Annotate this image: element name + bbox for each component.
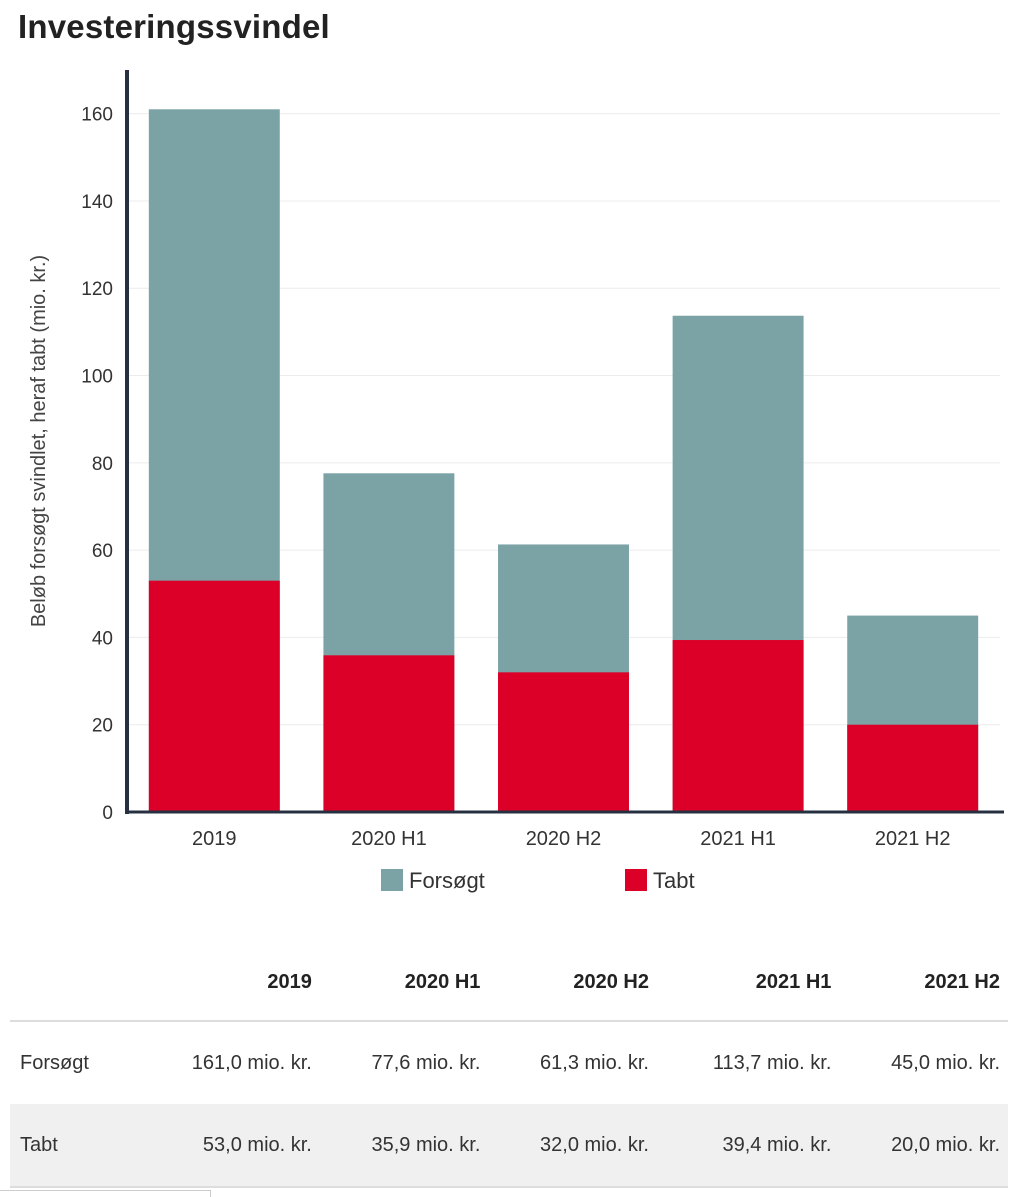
table-header-2021-h2: 2021 H2 <box>839 945 1008 1022</box>
table-cell: 161,0 mio. kr. <box>191 1051 312 1074</box>
table-cell: 53,0 mio. kr. <box>135 1104 320 1188</box>
table-row-label: Forsøgt <box>20 1051 89 1074</box>
y-tick-label: 140 <box>81 192 113 213</box>
y-axis-label: Beløb forsøgt svindlet, heraf tabt (mio.… <box>28 255 50 627</box>
legend-label: Tabt <box>653 868 695 893</box>
table-header-2020-h2: 2020 H2 <box>488 945 657 1022</box>
table-row: Forsøgt 161,0 mio. kr. 77,6 mio. kr. 61,… <box>10 1021 1008 1104</box>
table-cell: 61,3 mio. kr. <box>540 1051 649 1074</box>
y-tick-label: 80 <box>92 454 113 475</box>
x-tick-label: 2021 H2 <box>875 828 951 850</box>
table-cell: 32,0 mio. kr. <box>488 1104 657 1188</box>
table-cell: 45,0 mio. kr. <box>891 1051 1000 1074</box>
data-table: 2019 2020 H1 2020 H2 2021 H1 2021 H2 For… <box>10 945 1008 1188</box>
y-tick-label: 0 <box>102 803 113 824</box>
bar-tabt <box>672 640 804 812</box>
table-row-label: Tabt <box>10 1104 136 1188</box>
y-tick-label: 160 <box>81 105 113 126</box>
x-tick-label: 2020 H1 <box>351 828 427 850</box>
y-tick-label: 20 <box>92 716 113 737</box>
legend-label: Forsøgt <box>409 868 485 893</box>
table-header-2020-h1: 2020 H1 <box>319 945 489 1022</box>
bar-tabt <box>323 655 455 812</box>
table-header-empty <box>10 945 136 1022</box>
legend-swatch <box>381 869 403 891</box>
legend-swatch <box>625 869 647 891</box>
bar-tabt <box>148 580 280 812</box>
y-tick-label: 60 <box>92 541 113 562</box>
table-cell: 113,7 mio. kr. <box>712 1051 832 1074</box>
table-cell: 39,4 mio. kr. <box>656 1104 840 1188</box>
bar-tabt <box>498 672 629 812</box>
stacked-bar-chart: 0 20 40 60 80 100 120 140 160 2019 2020 H1 2020 H2 2… <box>28 70 1004 893</box>
table-cell: 20,0 mio. kr. <box>839 1104 1008 1188</box>
table-row: Tabt 53,0 mio. kr. 35,9 mio. kr. 32,0 mi… <box>10 1104 1008 1188</box>
y-tick-label: 100 <box>81 367 113 388</box>
table-header-row: 2019 2020 H1 2020 H2 2021 H1 2021 H2 <box>10 945 1008 1022</box>
bar-tabt <box>847 724 979 812</box>
x-tick-label: 2020 H2 <box>526 828 602 850</box>
table-cell: 77,6 mio. kr. <box>371 1051 481 1074</box>
table-header-2019: 2019 <box>135 945 320 1022</box>
y-tick-label: 120 <box>81 279 113 300</box>
x-tick-label: 2019 <box>192 828 237 850</box>
y-tick-label: 40 <box>92 628 113 649</box>
bottom-tab-edge <box>0 1190 211 1197</box>
x-tick-label: 2021 H1 <box>700 828 776 850</box>
table-cell: 35,9 mio. kr. <box>319 1104 489 1188</box>
table-header-2021-h1: 2021 H1 <box>656 945 840 1022</box>
chart-title: Investeringssvindel <box>18 8 330 45</box>
